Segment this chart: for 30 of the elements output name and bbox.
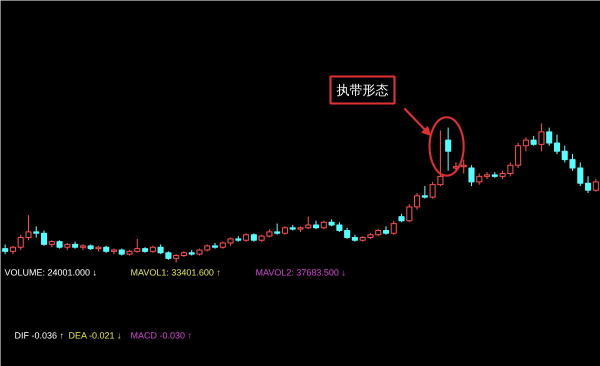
candlestick <box>546 127 552 146</box>
candlestick <box>390 220 397 236</box>
candlestick <box>158 244 164 255</box>
text: MAVOL1: 33401.600 ↑ <box>130 268 221 278</box>
candlestick <box>437 130 444 187</box>
text: 执带形态 <box>336 82 388 98</box>
candlestick <box>476 173 482 186</box>
candlestick <box>406 204 412 223</box>
candlestick <box>460 159 467 174</box>
candlestick <box>274 223 280 236</box>
candlestick <box>554 134 560 155</box>
text: MACD -0.030 ↑ <box>130 330 192 340</box>
text: MAVOL2: 37683.500 ↓ <box>256 268 346 278</box>
candlestick <box>569 154 576 172</box>
text: VOLUME: 24001.000 ↓ <box>4 268 98 278</box>
candlestick <box>25 214 32 241</box>
candlestick <box>468 164 475 187</box>
candlestick <box>414 192 420 210</box>
candlestick <box>530 136 537 146</box>
candlestick <box>522 136 529 152</box>
candlestick <box>134 238 140 254</box>
candlestick <box>430 181 436 200</box>
candlestick <box>2 244 8 255</box>
candlestick <box>538 123 544 152</box>
candlestick <box>445 127 452 172</box>
text: DEA -0.021 ↓ <box>68 330 122 340</box>
text: DIF -0.036 ↑ <box>14 330 64 340</box>
candlestick <box>336 222 342 232</box>
candlestick <box>344 227 350 240</box>
candlestick <box>562 145 568 163</box>
